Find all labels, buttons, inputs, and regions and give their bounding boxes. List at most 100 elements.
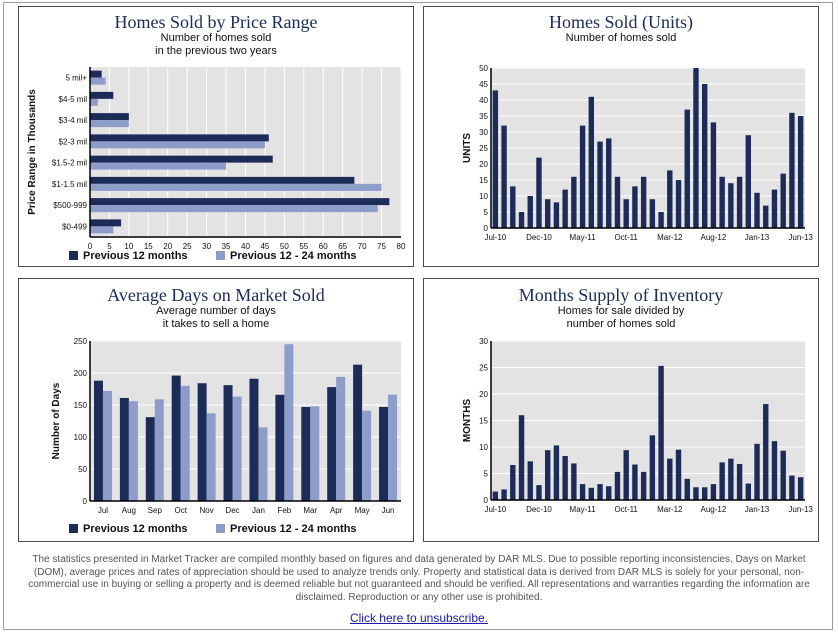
- chart-title: Average Days on Market Sold: [107, 285, 325, 305]
- x-tick-label: Aug: [122, 506, 136, 515]
- bar: [710, 122, 717, 228]
- bar-series1: [119, 397, 129, 501]
- x-tick-label: 35: [222, 242, 231, 251]
- x-tick-label: Oct-11: [614, 233, 638, 242]
- bar: [701, 487, 708, 500]
- panel-price-range: Homes Sold by Price Range Number of home…: [18, 6, 414, 267]
- x-tick-label: Jun-13: [788, 505, 813, 514]
- panel-months-supply: Months Supply of Inventory Homes for sal…: [423, 278, 819, 542]
- bar: [632, 464, 638, 500]
- bar: [658, 365, 664, 500]
- bar: [606, 486, 612, 500]
- x-tick-label: Feb: [277, 506, 291, 515]
- y-tick-label: 0: [484, 496, 489, 505]
- bar: [518, 212, 525, 228]
- y-tick-label: $1.5-2 mil: [52, 159, 87, 168]
- x-tick-label: Oct-11: [614, 505, 638, 514]
- y-tick-label: 45: [479, 80, 488, 89]
- y-axis-label: Price Range in Thousands: [27, 89, 38, 215]
- y-tick-label: $0-499: [62, 222, 87, 231]
- bar-series2: [90, 205, 378, 213]
- x-tick-label: 50: [280, 242, 289, 251]
- x-tick-label: Dec-10: [526, 505, 552, 514]
- days-on-market-chart: 0 50 100 150 200 250 Jul Aug Sep Oct Nov Dec Jan Feb M…: [51, 337, 401, 515]
- bar-series1: [90, 176, 355, 184]
- chart-title: Homes Sold (Units): [549, 12, 693, 32]
- bar: [789, 112, 795, 228]
- x-tick-label: 10: [124, 242, 133, 251]
- bar-series1: [353, 364, 363, 501]
- x-tick-label: 45: [260, 242, 269, 251]
- x-tick-label: May-11: [570, 505, 597, 514]
- x-tick-label: 30: [202, 242, 211, 251]
- unsubscribe-link[interactable]: Click here to unsubscribe.: [349, 611, 489, 625]
- bar: [510, 186, 516, 228]
- y-tick-label: 10: [479, 192, 488, 201]
- y-tick-label: 50: [78, 465, 87, 474]
- bar-series1: [90, 219, 122, 227]
- bar-series2: [180, 385, 190, 501]
- chart-title: Months Supply of Inventory: [518, 285, 724, 305]
- bar: [763, 404, 769, 500]
- bar: [728, 458, 734, 500]
- bar-series1: [90, 70, 102, 78]
- bar-series1: [223, 385, 233, 501]
- y-tick-label: 50: [479, 64, 488, 73]
- x-tick-label: Jul-10: [484, 505, 506, 514]
- bar-series2: [90, 141, 265, 149]
- bar: [789, 475, 795, 500]
- bar: [571, 176, 577, 228]
- bar: [527, 461, 533, 500]
- y-tick-label: 20: [479, 160, 488, 169]
- y-tick-label: 35: [479, 112, 488, 121]
- bar: [728, 183, 734, 228]
- bar-series1: [90, 155, 273, 163]
- x-tick-label: 80: [397, 242, 406, 251]
- x-tick-label: 40: [241, 242, 250, 251]
- bar-series2: [90, 183, 382, 191]
- y-tick-label: 30: [479, 337, 488, 346]
- bar: [606, 138, 612, 228]
- bar: [614, 471, 621, 500]
- y-tick-label: 5 mil+: [65, 74, 87, 83]
- x-tick-label: Sep: [148, 506, 163, 515]
- chart-subtitle-line2: it takes to sell a home: [162, 318, 270, 330]
- bar: [684, 109, 690, 228]
- chart-subtitle-line1: Homes for sale divided by: [557, 305, 685, 317]
- bar: [736, 463, 743, 500]
- bar: [588, 487, 595, 500]
- bar-series1: [90, 113, 129, 121]
- y-tick-label: $3-4 mil: [59, 116, 88, 125]
- bar: [693, 487, 699, 500]
- bar: [675, 180, 682, 228]
- bar: [544, 199, 551, 228]
- bar: [780, 450, 786, 500]
- bar-series1: [145, 417, 155, 501]
- y-tick-label: $2-3 mil: [59, 137, 88, 146]
- bar: [640, 471, 647, 500]
- x-tick-label: Aug-12: [701, 233, 727, 242]
- bar: [501, 489, 507, 500]
- bar: [745, 135, 752, 228]
- bar: [501, 125, 507, 228]
- bar: [710, 484, 717, 500]
- x-tick-label: 75: [377, 242, 386, 251]
- bar: [797, 477, 804, 500]
- legend-label: Previous 12 months: [83, 250, 188, 262]
- bar-series2: [90, 98, 98, 106]
- bar: [562, 456, 568, 500]
- bar: [597, 141, 603, 228]
- bar: [588, 96, 595, 228]
- bar: [658, 212, 664, 228]
- y-axis-label: Number of Days: [51, 382, 62, 459]
- bar: [562, 189, 568, 228]
- bar-series1: [90, 134, 269, 142]
- x-tick-label: 15: [144, 242, 153, 251]
- bar: [736, 176, 743, 228]
- bar: [492, 90, 499, 229]
- page-frame: [3, 2, 833, 630]
- y-tick-label: $500-999: [53, 201, 87, 210]
- bar: [492, 491, 499, 500]
- y-tick-label: 150: [74, 401, 88, 410]
- bar: [649, 199, 656, 228]
